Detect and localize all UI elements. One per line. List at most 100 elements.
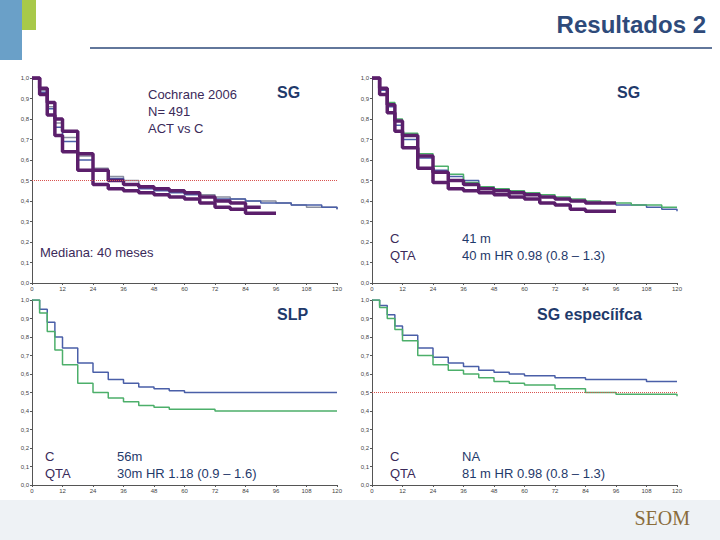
svg-text:SG especíifca: SG especíifca — [537, 306, 642, 323]
svg-text:0,0: 0,0 — [21, 280, 30, 286]
svg-text:0,5: 0,5 — [21, 178, 30, 184]
svg-text:0: 0 — [30, 488, 34, 494]
svg-text:108: 108 — [301, 286, 312, 292]
svg-text:0,8: 0,8 — [21, 116, 30, 122]
svg-text:0,8: 0,8 — [361, 116, 370, 122]
svg-text:0,9: 0,9 — [361, 316, 370, 322]
svg-text:84: 84 — [242, 286, 249, 292]
svg-text:0,8: 0,8 — [21, 334, 30, 340]
svg-text:12: 12 — [59, 286, 66, 292]
svg-text:SG: SG — [277, 84, 300, 101]
svg-text:84: 84 — [582, 488, 589, 494]
svg-text:120: 120 — [672, 488, 683, 494]
svg-text:120: 120 — [332, 286, 343, 292]
svg-text:0,7: 0,7 — [21, 353, 30, 359]
svg-text:SEOM: SEOM — [634, 507, 690, 529]
svg-text:0,7: 0,7 — [361, 353, 370, 359]
svg-text:0,2: 0,2 — [361, 239, 370, 245]
svg-text:108: 108 — [641, 286, 652, 292]
svg-text:60: 60 — [181, 286, 188, 292]
svg-text:C: C — [390, 231, 399, 246]
svg-text:QTA: QTA — [390, 466, 416, 481]
svg-text:40 m HR 0.98 (0.8 – 1.3): 40 m HR 0.98 (0.8 – 1.3) — [462, 248, 605, 263]
svg-text:0,4: 0,4 — [361, 408, 370, 414]
svg-text:0: 0 — [30, 286, 34, 292]
svg-text:0,0: 0,0 — [21, 482, 30, 488]
svg-text:0,0: 0,0 — [361, 280, 370, 286]
svg-text:72: 72 — [212, 488, 219, 494]
svg-text:81 m HR 0.98 (0.8 – 1.3): 81 m HR 0.98 (0.8 – 1.3) — [462, 466, 605, 481]
svg-text:60: 60 — [181, 488, 188, 494]
svg-text:0,3: 0,3 — [361, 427, 370, 433]
svg-text:72: 72 — [552, 286, 559, 292]
svg-text:48: 48 — [491, 488, 498, 494]
svg-text:0,2: 0,2 — [361, 445, 370, 451]
svg-text:0: 0 — [370, 488, 374, 494]
svg-text:C: C — [45, 449, 54, 464]
svg-text:24: 24 — [430, 286, 437, 292]
svg-text:0,9: 0,9 — [361, 96, 370, 102]
svg-text:84: 84 — [582, 286, 589, 292]
svg-text:24: 24 — [90, 286, 97, 292]
svg-text:SG: SG — [617, 84, 640, 101]
svg-text:60: 60 — [521, 488, 528, 494]
svg-text:0,6: 0,6 — [21, 371, 30, 377]
svg-text:0,7: 0,7 — [21, 137, 30, 143]
svg-text:96: 96 — [613, 488, 620, 494]
svg-text:84: 84 — [242, 488, 249, 494]
svg-text:0,6: 0,6 — [21, 157, 30, 163]
svg-text:0,4: 0,4 — [21, 198, 30, 204]
svg-text:60: 60 — [521, 286, 528, 292]
svg-text:0,7: 0,7 — [361, 137, 370, 143]
svg-text:96: 96 — [273, 488, 280, 494]
svg-text:Mediana: 40 meses: Mediana: 40 meses — [40, 245, 154, 260]
svg-text:96: 96 — [613, 286, 620, 292]
svg-text:NA: NA — [462, 449, 480, 464]
svg-text:0,5: 0,5 — [361, 390, 370, 396]
svg-text:N= 491: N= 491 — [148, 104, 190, 119]
svg-text:0,3: 0,3 — [21, 427, 30, 433]
svg-text:0,3: 0,3 — [361, 219, 370, 225]
svg-text:0,4: 0,4 — [361, 198, 370, 204]
svg-text:30m HR 1.18 (0.9 – 1.6): 30m HR 1.18 (0.9 – 1.6) — [117, 466, 256, 481]
svg-text:0,9: 0,9 — [21, 96, 30, 102]
svg-text:0,1: 0,1 — [361, 260, 370, 266]
svg-text:1,0: 1,0 — [361, 297, 370, 303]
svg-text:36: 36 — [460, 488, 467, 494]
svg-text:120: 120 — [672, 286, 683, 292]
svg-text:ACT vs C: ACT vs C — [148, 121, 203, 136]
svg-text:36: 36 — [120, 286, 127, 292]
svg-text:0,3: 0,3 — [21, 219, 30, 225]
svg-text:0,9: 0,9 — [21, 316, 30, 322]
svg-text:72: 72 — [552, 488, 559, 494]
svg-text:Resultados 2: Resultados 2 — [557, 11, 706, 38]
svg-text:12: 12 — [399, 286, 406, 292]
svg-text:0,4: 0,4 — [21, 408, 30, 414]
svg-text:0,5: 0,5 — [21, 390, 30, 396]
svg-text:56m: 56m — [117, 449, 142, 464]
svg-text:QTA: QTA — [45, 466, 71, 481]
svg-text:0,6: 0,6 — [361, 371, 370, 377]
svg-text:0,6: 0,6 — [361, 157, 370, 163]
svg-text:1,0: 1,0 — [21, 75, 30, 81]
svg-text:QTA: QTA — [390, 248, 416, 263]
svg-text:72: 72 — [212, 286, 219, 292]
svg-text:Cochrane 2006: Cochrane 2006 — [148, 87, 237, 102]
svg-text:24: 24 — [90, 488, 97, 494]
svg-text:0,2: 0,2 — [21, 445, 30, 451]
svg-text:SLP: SLP — [277, 306, 308, 323]
svg-text:0,8: 0,8 — [361, 334, 370, 340]
svg-text:120: 120 — [332, 488, 343, 494]
svg-text:12: 12 — [399, 488, 406, 494]
svg-text:0,1: 0,1 — [361, 464, 370, 470]
svg-text:0,0: 0,0 — [361, 482, 370, 488]
svg-text:12: 12 — [59, 488, 66, 494]
svg-text:41 m: 41 m — [462, 231, 491, 246]
svg-text:96: 96 — [273, 286, 280, 292]
svg-text:0: 0 — [370, 286, 374, 292]
svg-text:0,1: 0,1 — [21, 464, 30, 470]
svg-text:0,5: 0,5 — [361, 178, 370, 184]
svg-text:1,0: 1,0 — [21, 297, 30, 303]
svg-text:1,0: 1,0 — [361, 75, 370, 81]
svg-text:C: C — [390, 449, 399, 464]
